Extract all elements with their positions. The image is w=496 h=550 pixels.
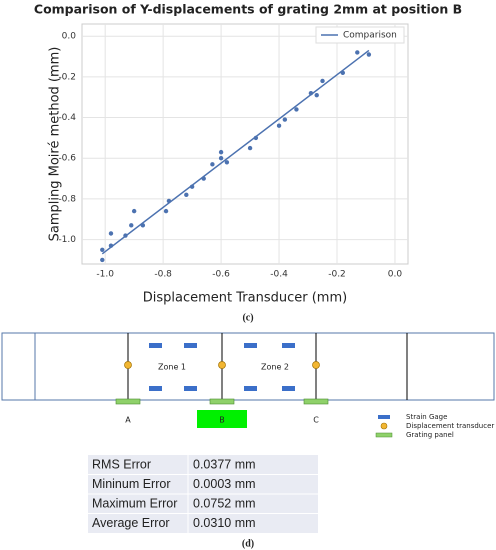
- table-cell: RMS Error: [92, 457, 151, 471]
- x-tick-label: -1.0: [96, 270, 114, 280]
- y-tick-label: -1.0: [58, 235, 76, 245]
- point: [218, 149, 224, 155]
- diagram: Zone 1 Zone 2 A B C Strain Gage Displace…: [1, 332, 495, 439]
- zone-label: Zone 2: [261, 363, 289, 372]
- point: [123, 233, 128, 238]
- zone-label: Zone 1: [158, 363, 186, 372]
- legend-text: Grating panel: [406, 431, 454, 439]
- point: [129, 223, 134, 228]
- strain-gages: [149, 343, 295, 391]
- chart-title: Comparison of Y-displacements of grating…: [34, 2, 462, 17]
- y-tick-label: -0.6: [58, 154, 76, 164]
- fit-line: [101, 49, 370, 255]
- point: [355, 50, 360, 55]
- x-tick-label: 0.0: [388, 270, 403, 280]
- highlight: [197, 410, 247, 428]
- y-tick-label: 0.0: [62, 32, 77, 42]
- point: [340, 70, 345, 76]
- point: [294, 107, 299, 112]
- point: [276, 123, 282, 128]
- point: [189, 184, 195, 189]
- legend-swatch: [375, 432, 393, 438]
- legend-text: Strain Gage: [406, 413, 447, 421]
- point: [314, 92, 319, 98]
- caption: (d): [242, 538, 254, 549]
- point: [247, 145, 253, 151]
- point: [218, 156, 224, 161]
- legend-text: Comparison: [343, 31, 397, 41]
- point: [282, 117, 288, 122]
- point: [163, 208, 169, 214]
- plot-frame: [81, 23, 409, 265]
- x-tick-label: -0.4: [270, 270, 288, 280]
- legend-swatch: [378, 415, 390, 419]
- table-cell: Average Error: [92, 516, 170, 530]
- grating-panels: [115, 398, 329, 405]
- point: [201, 176, 206, 181]
- y-tick-label: -0.8: [58, 194, 76, 204]
- point-label: C: [313, 416, 319, 425]
- y-tick-label: -0.2: [58, 72, 76, 82]
- point: [108, 243, 114, 248]
- table-cell: Mininum Error: [92, 477, 171, 491]
- x-axis-label: Displacement Transducer (mm): [143, 291, 347, 306]
- caption: (c): [242, 312, 253, 323]
- x-tick-label: -0.8: [154, 270, 172, 280]
- transducers: [124, 361, 320, 369]
- y-axis-label: Sampling Moiré method (mm): [48, 47, 63, 242]
- legend-box: [315, 26, 405, 44]
- point: [366, 52, 372, 57]
- table-cell: 0.0310 mm: [193, 516, 256, 530]
- table-cell: 0.0003 mm: [193, 477, 256, 491]
- table: [88, 455, 318, 533]
- point: [108, 231, 114, 236]
- point-label: A: [125, 416, 131, 425]
- point-label: B: [219, 416, 225, 425]
- point: [253, 135, 259, 141]
- point: [100, 247, 105, 252]
- table-cell: 0.0377 mm: [193, 457, 256, 471]
- table-cell: 0.0752 mm: [193, 496, 256, 510]
- point: [224, 160, 230, 165]
- legend-swatch: [380, 422, 388, 430]
- x-tick-label: -0.2: [328, 270, 346, 280]
- x-tick-label: -0.6: [212, 270, 230, 280]
- point: [210, 162, 215, 167]
- point: [184, 192, 189, 198]
- point: [131, 208, 137, 214]
- point: [166, 198, 172, 204]
- table-cell: Maximum Error: [92, 496, 177, 510]
- legend-text: Displacement transducer: [406, 422, 494, 430]
- point: [140, 223, 146, 228]
- point: [100, 257, 105, 263]
- y-tick-label: -0.4: [58, 113, 76, 123]
- point: [308, 90, 314, 96]
- point: [320, 78, 325, 84]
